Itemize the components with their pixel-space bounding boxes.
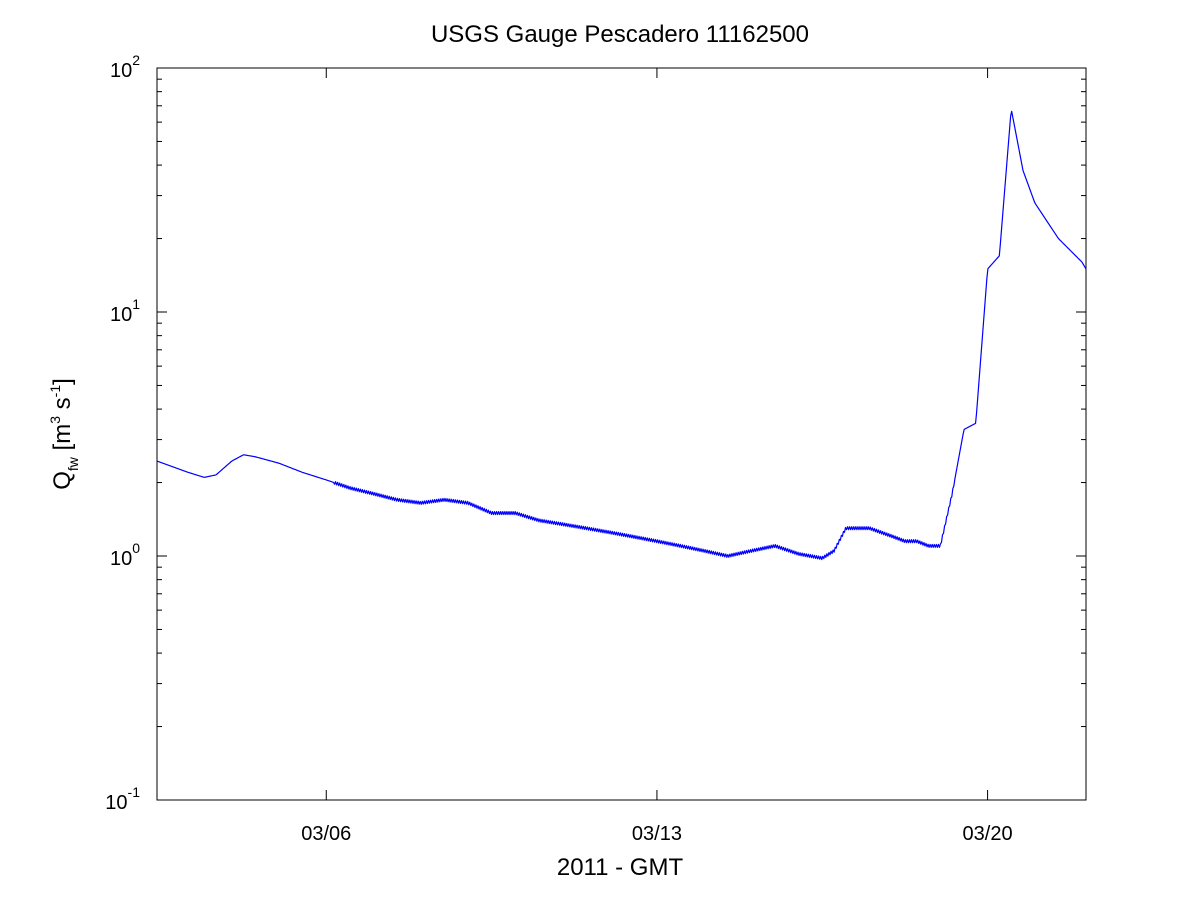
y-tick-label: 101 (110, 296, 140, 326)
x-tick-label: 03/06 (301, 823, 351, 845)
y-axis-label-sup2: -1 (47, 385, 63, 398)
y-axis-label-sup1: 3 (47, 416, 63, 424)
x-axis: 03/06 03/13 03/20 (301, 68, 1013, 845)
y-tick-label-base: 10 (110, 304, 132, 326)
y-tick-label-exponent: -1 (128, 784, 141, 800)
chart-title: USGS Gauge Pescadero 11162500 (431, 21, 809, 48)
x-tick-label: 03/13 (632, 823, 682, 845)
y-axis-label-units-open: [m (49, 424, 76, 457)
series-line-discharge (156, 110, 1087, 561)
y-tick-label: 102 (110, 52, 140, 82)
x-tick-label: 03/20 (963, 823, 1013, 845)
y-tick-label-exponent: 0 (132, 540, 140, 556)
y-axis-label-units-close: ] (49, 378, 76, 385)
y-tick-label: 10-1 (105, 784, 140, 814)
y-tick-label-exponent: 2 (132, 52, 140, 68)
y-tick-label-base: 10 (110, 60, 132, 82)
y-axis-label-main: Q (49, 471, 76, 490)
y-axis-label: Qfw [m3 s-1] (47, 378, 81, 490)
y-tick-label-base: 10 (110, 548, 132, 570)
y-tick-label: 100 (110, 540, 140, 570)
y-axis-label-units-mid: s (49, 397, 76, 416)
x-axis-label: 2011 - GMT (557, 854, 684, 881)
y-tick-label-exponent: 1 (132, 296, 140, 312)
y-axis-label-subscript: fw (65, 456, 81, 471)
y-tick-label-base: 10 (105, 792, 127, 814)
plot-area-frame (156, 67, 1087, 801)
